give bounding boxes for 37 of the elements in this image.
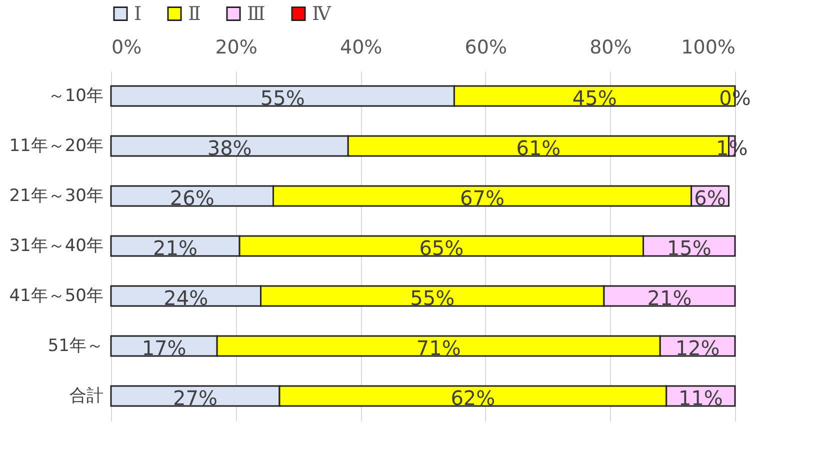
data-label: 11% — [678, 386, 723, 410]
data-label: 67% — [460, 186, 505, 210]
data-label: 15% — [666, 236, 712, 260]
y-tick-label: ～10年 — [48, 86, 104, 106]
y-tick-label: 31年～40年 — [9, 236, 104, 256]
data-label: 21% — [153, 236, 198, 260]
x-tick-label: 80% — [590, 36, 632, 58]
legend-label: Ⅱ — [188, 2, 201, 25]
x-tick-label: 20% — [215, 36, 258, 58]
data-label: 12% — [675, 336, 720, 360]
y-tick-label: 51年～ — [48, 336, 104, 356]
data-label: 45% — [572, 86, 617, 110]
data-label: 21% — [647, 286, 692, 310]
data-label: 26% — [170, 186, 214, 210]
data-label: 55% — [260, 86, 305, 110]
data-label: 0% — [719, 86, 751, 110]
data-label: 17% — [142, 336, 186, 360]
x-tick-label: 60% — [464, 36, 508, 58]
data-label: 71% — [416, 336, 461, 360]
legend-label: Ⅰ — [134, 2, 142, 25]
data-label: 62% — [450, 386, 496, 410]
y-tick-label: 11年～20年 — [9, 136, 104, 156]
data-label: 27% — [173, 386, 218, 410]
data-label: 65% — [419, 236, 464, 260]
y-tick-label: 21年～30年 — [9, 186, 104, 206]
data-label: 24% — [164, 286, 208, 310]
y-tick-label: 41年～50年 — [9, 286, 104, 306]
y-tick-label: 合計 — [70, 386, 104, 406]
data-label: 61% — [516, 136, 561, 160]
legend-label: Ⅲ — [247, 2, 266, 25]
data-label: 55% — [410, 286, 455, 310]
x-tick-label: 0% — [112, 36, 142, 58]
x-tick-label: 100% — [681, 36, 736, 58]
data-label: 6% — [694, 186, 726, 210]
legend-label: Ⅳ — [312, 2, 332, 25]
data-label: 38% — [207, 136, 252, 160]
x-tick-label: 40% — [340, 36, 382, 58]
